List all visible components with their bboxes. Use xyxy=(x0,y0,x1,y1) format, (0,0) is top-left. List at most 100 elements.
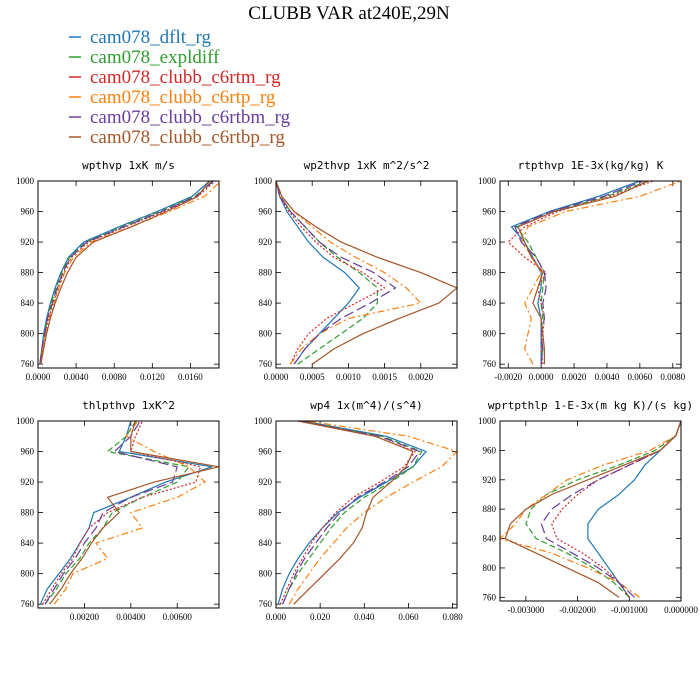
y-tick-label: 920 xyxy=(483,475,497,485)
legend-label: cam078_clubb_c6rtp_rg xyxy=(90,87,276,108)
x-tick-label: 0.0080 xyxy=(660,372,685,382)
legend-label: cam078_clubb_c6rtm_rg xyxy=(90,67,281,88)
x-tick-label: -0.001000 xyxy=(611,605,648,615)
panel-title: wpthvp 1xK m/s xyxy=(82,159,175,172)
chart-panel: wprtpthlp 1-E-3x(m kg K)/(s kg) 760 800 840… xyxy=(478,399,698,615)
x-tick-label: 0.000000 xyxy=(664,605,698,615)
x-tick-label: -0.0020 xyxy=(494,372,522,382)
series-line xyxy=(507,180,654,365)
x-tick-label: 0.0120 xyxy=(140,372,165,382)
y-tick-label: 800 xyxy=(259,329,273,339)
y-tick-label: 760 xyxy=(483,592,497,602)
x-tick-label: 0.0000 xyxy=(264,372,289,382)
x-tick-label: 0.00400 xyxy=(116,612,146,622)
plot-frame xyxy=(275,420,458,609)
legend-label: cam078_dflt_rg xyxy=(90,27,212,48)
y-tick-label: 840 xyxy=(259,298,273,308)
series-line xyxy=(53,420,206,605)
y-tick-label: 840 xyxy=(483,534,497,544)
x-tick-label: 0.0080 xyxy=(102,372,127,382)
y-tick-label: 960 xyxy=(483,445,497,455)
chart-panel: wp4 1x(m^4)/(s^4) 760 800 840 880 920 960 1000 0… xyxy=(254,399,463,622)
legend: cam078_dflt_rg cam078_expldiff cam078_cl… xyxy=(69,27,291,148)
series-line xyxy=(293,420,414,605)
y-tick-label: 880 xyxy=(21,268,35,278)
series-line xyxy=(40,180,222,365)
legend-entry: cam078_dflt_rg xyxy=(69,27,212,48)
legend-entry: cam078_clubb_c6rtbp_rg xyxy=(69,127,285,148)
chart-panel: rtpthvp 1E-3x(kg/kg) K 760 800 840 880 920 960… xyxy=(478,159,686,382)
y-tick-label: 760 xyxy=(21,599,35,609)
figure-title: CLUBB VAR at240E,29N xyxy=(248,3,450,24)
y-tick-label: 800 xyxy=(21,329,35,339)
series-line xyxy=(39,180,213,365)
series-line xyxy=(275,180,422,365)
series-line xyxy=(514,180,644,365)
x-tick-label: 0.00600 xyxy=(163,612,193,622)
y-tick-label: 800 xyxy=(483,563,497,573)
series-line xyxy=(525,420,682,598)
x-tick-label: 0.040 xyxy=(354,612,375,622)
y-tick-label: 920 xyxy=(259,477,273,487)
y-tick-label: 760 xyxy=(259,599,273,609)
legend-entry: cam078_clubb_c6rtp_rg xyxy=(69,87,276,108)
series-line xyxy=(39,180,214,365)
series-line xyxy=(39,180,216,365)
legend-entry: cam078_clubb_c6rtbm_rg xyxy=(69,107,291,128)
y-tick-label: 880 xyxy=(21,508,35,518)
series-line xyxy=(282,420,423,605)
y-tick-label: 960 xyxy=(483,207,497,217)
y-tick-label: 880 xyxy=(259,508,273,518)
series-line xyxy=(277,420,427,605)
legend-label: cam078_clubb_c6rtbp_rg xyxy=(90,127,285,148)
chart-panel: thlpthvp 1xK^2 760 800 840 880 920 960 1000 0.00… xyxy=(16,399,220,622)
y-tick-label: 880 xyxy=(259,268,273,278)
y-tick-label: 1000 xyxy=(16,416,35,426)
legend-entry: cam078_clubb_c6rtm_rg xyxy=(69,67,281,88)
x-tick-label: 0.0000 xyxy=(26,372,51,382)
x-tick-label: 0.0060 xyxy=(627,372,652,382)
plot-frame xyxy=(275,180,458,369)
panel-title: thlpthvp 1xK^2 xyxy=(82,399,175,412)
y-tick-label: 960 xyxy=(259,447,273,457)
y-tick-label: 760 xyxy=(21,359,35,369)
x-tick-label: 0.0005 xyxy=(300,372,325,382)
y-tick-label: 960 xyxy=(259,207,273,217)
panels: wpthvp 1xK m/s 760 800 840 880 920 960 1000 0.00… xyxy=(16,159,698,622)
y-tick-label: 840 xyxy=(483,298,497,308)
y-tick-label: 840 xyxy=(21,298,35,308)
x-tick-label: -0.003000 xyxy=(507,605,544,615)
plot-frame xyxy=(499,420,682,602)
panel-title: wprtpthlp 1-E-3x(m kg K)/(s kg) xyxy=(488,399,693,412)
y-tick-label: 920 xyxy=(21,477,35,487)
series-line xyxy=(39,420,213,605)
series-line xyxy=(275,180,458,365)
y-tick-label: 960 xyxy=(21,447,35,457)
series-line xyxy=(39,180,210,365)
y-tick-label: 760 xyxy=(483,359,497,369)
y-tick-label: 800 xyxy=(483,329,497,339)
series-line xyxy=(275,180,360,365)
panel-title: rtpthvp 1E-3x(kg/kg) K xyxy=(518,159,664,172)
y-tick-label: 1000 xyxy=(254,176,273,186)
y-tick-label: 960 xyxy=(21,207,35,217)
series-line xyxy=(540,420,682,598)
series-line xyxy=(275,180,378,365)
x-tick-label: 0.000 xyxy=(266,612,287,622)
y-tick-label: 920 xyxy=(259,237,273,247)
series-line xyxy=(282,420,421,605)
y-tick-label: 840 xyxy=(259,538,273,548)
series-line xyxy=(510,180,641,365)
series-line xyxy=(504,420,682,598)
series-line xyxy=(517,180,649,365)
x-tick-label: 0.0010 xyxy=(336,372,361,382)
legend-label: cam078_clubb_c6rtbm_rg xyxy=(90,107,291,128)
y-tick-label: 920 xyxy=(21,237,35,247)
y-tick-label: 1000 xyxy=(16,176,35,186)
y-tick-label: 920 xyxy=(483,237,497,247)
panel-title: wp2thvp 1xK m^2/s^2 xyxy=(304,159,430,172)
series-line xyxy=(40,180,210,365)
y-tick-label: 1000 xyxy=(478,176,497,186)
y-tick-label: 1000 xyxy=(254,416,273,426)
